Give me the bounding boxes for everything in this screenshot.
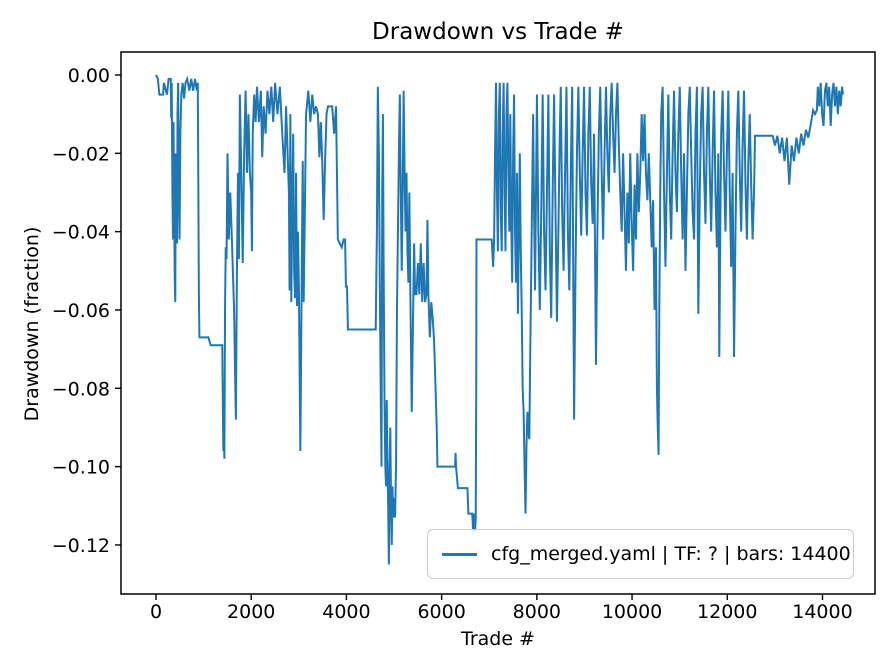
chart-title: Drawdown vs Trade # bbox=[372, 19, 624, 45]
y-tick-label: 0.00 bbox=[68, 65, 110, 87]
y-tick-label: −0.10 bbox=[52, 457, 110, 479]
x-tick-label: 2000 bbox=[227, 601, 275, 623]
x-tick-label: 6000 bbox=[417, 601, 465, 623]
x-tick-label: 10000 bbox=[602, 601, 662, 623]
y-tick-label: −0.12 bbox=[52, 535, 110, 557]
y-tick-label: −0.06 bbox=[52, 300, 110, 322]
x-tick-label: 14000 bbox=[792, 601, 852, 623]
x-tick-label: 8000 bbox=[513, 601, 561, 623]
legend-label: cfg_merged.yaml | TF: ? | bars: 14400 bbox=[491, 543, 851, 565]
drawdown-line bbox=[155, 74, 844, 565]
y-tick-label: −0.08 bbox=[52, 378, 110, 400]
x-tick-label: 4000 bbox=[322, 601, 370, 623]
legend-line-sample-icon bbox=[442, 552, 477, 556]
x-tick-label: 0 bbox=[150, 601, 162, 623]
x-axis-label: Trade # bbox=[461, 628, 535, 650]
legend-box: cfg_merged.yaml | TF: ? | bars: 14400 bbox=[427, 529, 854, 579]
y-axis-label: Drawdown (fraction) bbox=[21, 226, 43, 422]
x-tick-label: 12000 bbox=[697, 601, 757, 623]
y-tick-label: −0.02 bbox=[52, 143, 110, 165]
axes-spines bbox=[120, 51, 876, 595]
y-tick-label: −0.04 bbox=[52, 222, 110, 244]
